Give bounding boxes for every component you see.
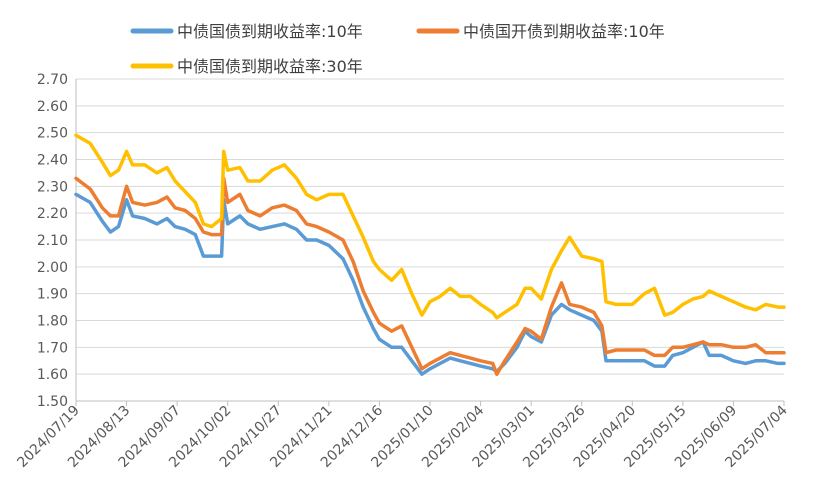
y-tick-label: 2.20 bbox=[37, 206, 68, 222]
y-tick-label: 2.30 bbox=[37, 179, 68, 195]
y-tick-label: 1.50 bbox=[37, 394, 68, 410]
legend-label: 中债国债到期收益率:10年 bbox=[177, 22, 363, 41]
y-tick-label: 2.10 bbox=[37, 233, 68, 249]
y-tick-label: 2.70 bbox=[37, 72, 68, 88]
y-tick-label: 1.60 bbox=[37, 367, 68, 383]
axes bbox=[75, 79, 785, 406]
y-tick-label: 2.50 bbox=[37, 126, 68, 142]
y-tick-label: 1.90 bbox=[37, 287, 68, 303]
y-tick-label: 2.00 bbox=[37, 260, 68, 276]
y-tick-label: 1.70 bbox=[37, 340, 68, 356]
series-line-2 bbox=[74, 133, 786, 320]
series-lines bbox=[74, 133, 786, 376]
legend-label: 中债国债到期收益率:30年 bbox=[177, 57, 363, 76]
y-axis-ticks: 2.70 2.60 2.50 2.40 2.30 2.20 2.10 2.00 1.90 1.80… bbox=[37, 72, 68, 410]
y-tick-label: 2.60 bbox=[37, 99, 68, 115]
gridlines bbox=[76, 78, 784, 375]
x-axis-ticks: 2024/07/192024/08/132024/09/072024/10/02… bbox=[14, 402, 790, 470]
y-tick-label: 1.80 bbox=[37, 314, 68, 330]
series-line-0 bbox=[74, 192, 786, 376]
series-line-1 bbox=[74, 176, 786, 376]
y-tick-label: 2.40 bbox=[37, 153, 68, 169]
legend-label: 中债国开债到期收益率:10年 bbox=[463, 22, 665, 41]
